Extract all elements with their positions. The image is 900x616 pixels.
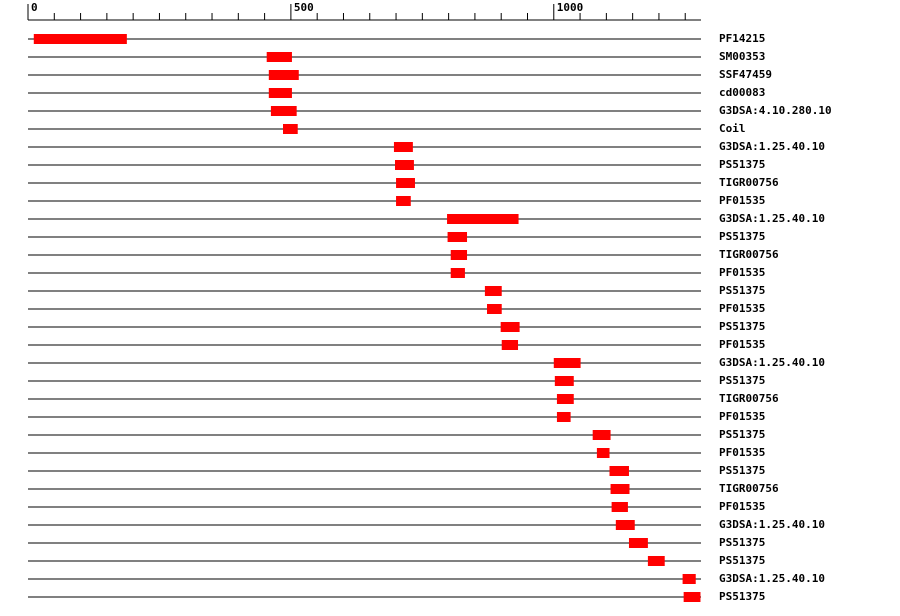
bar — [501, 340, 519, 350]
bar — [487, 304, 502, 314]
bar — [611, 502, 628, 512]
bar — [628, 538, 648, 548]
row-label: SM00353 — [719, 50, 765, 63]
row-label: PS51375 — [719, 284, 765, 297]
bar — [683, 592, 701, 602]
row-label: cd00083 — [719, 86, 765, 99]
row-label: PF01535 — [719, 266, 765, 279]
bar — [554, 376, 574, 386]
row-label: PS51375 — [719, 554, 765, 567]
bar — [33, 34, 127, 44]
row-label: TIGR00756 — [719, 176, 779, 189]
row-label: PF01535 — [719, 338, 765, 351]
row-label: TIGR00756 — [719, 482, 779, 495]
bar — [393, 142, 413, 152]
row-label: PS51375 — [719, 428, 765, 441]
row-label: PF14215 — [719, 32, 765, 45]
bar — [268, 70, 299, 80]
row-label: PS51375 — [719, 158, 765, 171]
bar — [396, 178, 415, 188]
bar — [266, 52, 292, 62]
row-label: PS51375 — [719, 464, 765, 477]
bar — [615, 520, 635, 530]
row-label: PS51375 — [719, 374, 765, 387]
row-label: PS51375 — [719, 230, 765, 243]
row-label: PF01535 — [719, 194, 765, 207]
bar — [682, 574, 696, 584]
bar — [553, 358, 581, 368]
row-label: PS51375 — [719, 590, 765, 603]
bar — [447, 232, 468, 242]
row-label: TIGR00756 — [719, 248, 779, 261]
bar — [592, 430, 611, 440]
bar — [283, 124, 298, 134]
bar — [484, 286, 502, 296]
row-label: PF01535 — [719, 410, 765, 423]
bar — [647, 556, 665, 566]
x-tick-label: 500 — [294, 1, 314, 14]
bar — [396, 196, 411, 206]
bar — [268, 88, 292, 98]
row-label: PF01535 — [719, 446, 765, 459]
bar — [270, 106, 297, 116]
row-label: G3DSA:1.25.40.10 — [719, 518, 825, 531]
row-label: PF01535 — [719, 500, 765, 513]
row-label: Coil — [719, 122, 746, 135]
bar — [610, 484, 630, 494]
row-label: PF01535 — [719, 302, 765, 315]
row-label: G3DSA:4.10.280.10 — [719, 104, 832, 117]
bar — [447, 214, 519, 224]
row-label: G3DSA:1.25.40.10 — [719, 356, 825, 369]
bar — [609, 466, 629, 476]
row-label: TIGR00756 — [719, 392, 779, 405]
bar — [450, 268, 465, 278]
row-label: G3DSA:1.25.40.10 — [719, 140, 825, 153]
bar — [556, 394, 574, 404]
bar — [596, 448, 610, 458]
bar — [450, 250, 468, 260]
bar — [500, 322, 520, 332]
row-label: PS51375 — [719, 536, 765, 549]
row-label: SSF47459 — [719, 68, 772, 81]
row-label: PS51375 — [719, 320, 765, 333]
bar — [394, 160, 414, 170]
row-label: G3DSA:1.25.40.10 — [719, 572, 825, 585]
row-label: G3DSA:1.25.40.10 — [719, 212, 825, 225]
bar — [556, 412, 571, 422]
x-tick-label: 0 — [31, 1, 38, 14]
x-tick-label: 1000 — [557, 1, 584, 14]
